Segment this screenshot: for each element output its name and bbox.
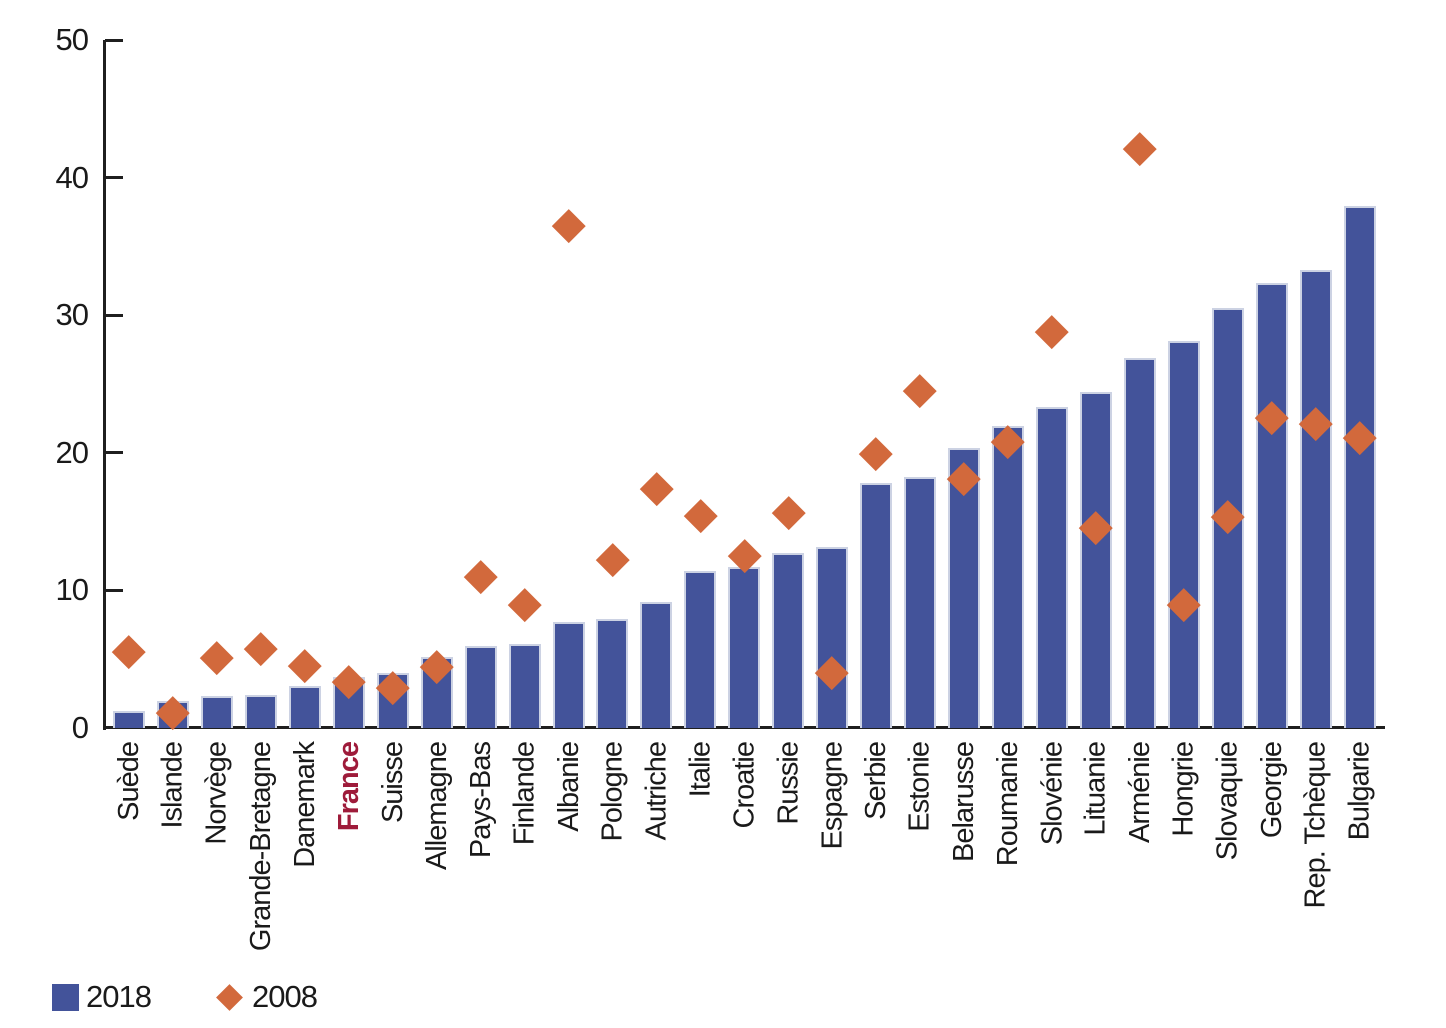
bar-2018 xyxy=(288,686,321,728)
bar-2018 xyxy=(816,547,849,728)
bar-2018 xyxy=(1035,407,1068,728)
marker-2008 xyxy=(463,559,498,593)
marker-2008 xyxy=(288,649,322,683)
x-axis-line xyxy=(103,726,1385,729)
bar-2018 xyxy=(113,711,145,728)
y-tick-label: 20 xyxy=(55,434,89,470)
bar-2018 xyxy=(992,426,1024,728)
marker-2008 xyxy=(244,632,278,666)
x-axis-label: Slovaquie xyxy=(1211,742,1244,861)
x-axis-label: Arménie xyxy=(1123,742,1156,843)
bar-2018 xyxy=(1167,341,1200,728)
x-axis-label: Hongrie xyxy=(1167,742,1200,837)
x-axis-label: Roumanie xyxy=(992,742,1024,867)
bar-2018 xyxy=(1079,392,1112,728)
x-axis-label: Pologne xyxy=(596,742,629,842)
x-axis-label: Grande-Bretagne xyxy=(244,742,277,952)
bar-2018 xyxy=(552,621,585,728)
x-axis-label: Slovénie xyxy=(1035,742,1068,846)
bar-2018 xyxy=(1123,357,1156,728)
x-axis-label: Danemark xyxy=(288,742,321,868)
y-axis-tick xyxy=(105,451,123,454)
bar-2018 xyxy=(904,477,937,728)
x-axis-label: Lituanie xyxy=(1079,742,1112,836)
bar-2018 xyxy=(772,552,805,728)
y-axis-tick xyxy=(105,588,123,592)
x-axis-label: Italie xyxy=(684,742,717,798)
x-axis-label: Serbie xyxy=(860,742,893,820)
x-axis-label: Rep. Tchèque xyxy=(1299,742,1332,909)
bar-2018 xyxy=(640,602,673,728)
y-tick-label: 30 xyxy=(55,297,89,332)
x-axis-label: Islande xyxy=(156,742,189,829)
x-axis-label: Belarusse xyxy=(948,742,981,862)
y-axis-line xyxy=(103,40,106,730)
legend-2008-diamond-icon xyxy=(216,984,243,1011)
x-axis-label: Autriche xyxy=(640,742,673,841)
marker-2008 xyxy=(595,543,630,577)
bar-2018 xyxy=(200,695,233,728)
bar-2018 xyxy=(684,570,717,728)
x-axis-label: Croatie xyxy=(728,742,761,829)
y-axis-tick xyxy=(105,176,123,179)
x-axis-label: Estonie xyxy=(904,742,937,832)
legend-2018-label: 2018 xyxy=(86,979,152,1014)
bar-2018 xyxy=(1343,206,1376,728)
marker-2008 xyxy=(683,499,717,533)
marker-2008 xyxy=(771,496,805,530)
x-axis-label: Finlande xyxy=(508,742,541,846)
x-axis-label: Suède xyxy=(113,742,145,821)
x-axis-label: Norvège xyxy=(200,742,233,845)
y-tick-label: 40 xyxy=(55,159,89,195)
marker-2008 xyxy=(551,209,586,243)
legend-item-2018: 2018 xyxy=(52,980,202,1014)
y-tick-label: 50 xyxy=(55,22,89,57)
y-axis-tick xyxy=(105,313,123,317)
bar-2018 xyxy=(596,618,629,728)
y-tick-label: 10 xyxy=(55,572,89,607)
x-axis-label: France xyxy=(332,742,365,832)
bar-2018 xyxy=(464,646,497,728)
legend-2018-swatch-icon xyxy=(52,984,79,1011)
marker-2008 xyxy=(1035,314,1069,349)
bar-2018 xyxy=(728,566,761,728)
y-axis-tick xyxy=(105,38,123,42)
marker-2008 xyxy=(200,640,234,674)
marker-2008 xyxy=(1123,132,1157,166)
bar-2018 xyxy=(1299,269,1332,728)
marker-2008 xyxy=(112,635,146,669)
bar-2018 xyxy=(508,643,541,728)
marker-2008 xyxy=(507,588,542,622)
marker-2008 xyxy=(859,437,893,471)
x-axis-label: Georgie xyxy=(1255,742,1288,839)
bar-2018 xyxy=(244,694,277,728)
x-axis-label: Suisse xyxy=(376,742,409,824)
x-axis-label: Bulgarie xyxy=(1343,742,1376,841)
legend-item-2008: 2008 xyxy=(212,980,362,1014)
legend-2008-label: 2008 xyxy=(252,979,318,1014)
marker-2008 xyxy=(639,471,674,505)
x-axis-label: Pays-Bas xyxy=(464,742,497,859)
y-tick-label: 0 xyxy=(71,709,89,745)
x-axis-label: Espagne xyxy=(816,742,849,850)
x-axis-label: Allemagne xyxy=(420,742,453,871)
bar-2018 xyxy=(1255,283,1288,728)
x-axis-label: Russie xyxy=(772,742,805,825)
marker-2008 xyxy=(903,374,937,408)
bar-2018 xyxy=(860,482,893,728)
x-axis-label: Albanie xyxy=(552,742,585,832)
